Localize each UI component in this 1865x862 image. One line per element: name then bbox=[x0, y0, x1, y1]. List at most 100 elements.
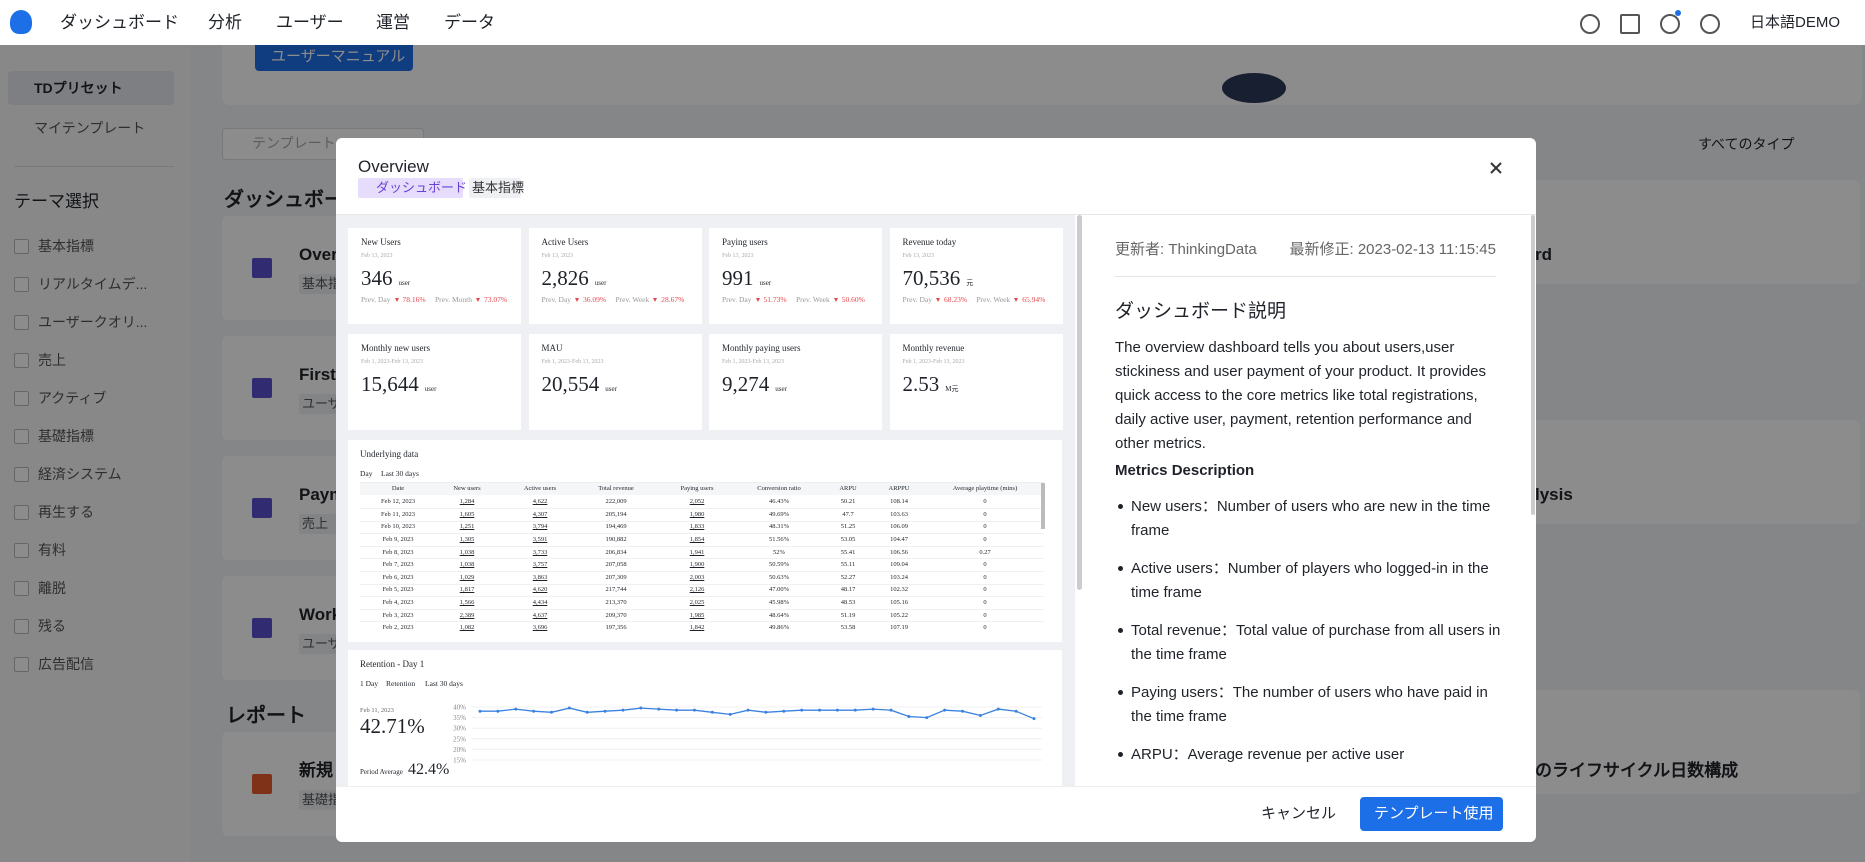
metric-unit: user bbox=[424, 385, 437, 393]
nav-icon[interactable] bbox=[1660, 14, 1680, 34]
theme-option[interactable]: アクティブ bbox=[38, 389, 107, 406]
nav-item[interactable]: 運営 bbox=[376, 12, 410, 32]
card-title: Over bbox=[299, 244, 338, 264]
checkbox[interactable] bbox=[14, 239, 29, 254]
compare-value: 65.94% bbox=[1022, 295, 1046, 304]
checkbox[interactable] bbox=[14, 315, 29, 330]
table-cell: 1,842 bbox=[689, 624, 705, 631]
theme-option[interactable]: 基本指標 bbox=[38, 237, 94, 254]
sidebar-tab[interactable]: マイテンプレート bbox=[34, 119, 146, 136]
retention-control: 1 Day bbox=[360, 678, 379, 688]
language-menu[interactable]: 日本語DEMO bbox=[1750, 14, 1841, 31]
close-button[interactable] bbox=[1486, 158, 1506, 178]
banner: ユーザーマニュアル bbox=[222, 45, 1862, 105]
line-point bbox=[675, 708, 679, 712]
theme-option[interactable]: 再生する bbox=[38, 503, 94, 520]
table-cell: 0 bbox=[983, 598, 987, 606]
compare-arrow bbox=[1014, 297, 1019, 302]
metric-title: New Users bbox=[361, 236, 401, 247]
nav-icon[interactable] bbox=[1620, 14, 1640, 34]
table-cell: 46.43% bbox=[768, 498, 790, 506]
use-template-button[interactable]: テンプレート使用 bbox=[1360, 797, 1503, 831]
card-title: rd bbox=[1535, 244, 1552, 264]
data-table: Date New users Active users Total revenue Pa… bbox=[360, 482, 1044, 631]
card-tag bbox=[299, 514, 339, 534]
table-cell: Feb 7, 2023 bbox=[382, 561, 414, 569]
theme-option[interactable]: 売上 bbox=[38, 351, 66, 368]
theme-option[interactable]: 広告配信 bbox=[38, 655, 94, 672]
retention-line bbox=[480, 707, 1035, 720]
checkbox[interactable] bbox=[14, 277, 29, 292]
logo bbox=[10, 10, 32, 34]
table-scrollbar bbox=[1041, 483, 1045, 529]
bullet bbox=[1118, 504, 1123, 509]
card-icon bbox=[252, 618, 272, 638]
row-divider bbox=[360, 545, 1044, 547]
theme-option[interactable]: ユーザークオリ... bbox=[38, 313, 148, 330]
divider bbox=[14, 166, 174, 167]
checkbox[interactable] bbox=[14, 505, 29, 520]
panel-title: Underlying data bbox=[360, 448, 419, 459]
theme-option[interactable]: リアルタイムデ... bbox=[38, 275, 148, 292]
checkbox[interactable] bbox=[14, 543, 29, 558]
metric-date: Feb 13, 2023 bbox=[541, 253, 574, 260]
compare-value: 78.16% bbox=[402, 295, 426, 304]
checkbox[interactable] bbox=[14, 619, 29, 634]
table-cell: 2,126 bbox=[689, 586, 705, 594]
checkbox[interactable] bbox=[14, 391, 29, 406]
nav-item[interactable]: データ bbox=[444, 12, 495, 32]
checkbox[interactable] bbox=[14, 467, 29, 482]
nav-icon[interactable] bbox=[1580, 14, 1600, 34]
table-cell: 49.86% bbox=[768, 624, 790, 631]
table-cell: Feb 9, 2023 bbox=[382, 535, 414, 543]
line-point bbox=[603, 709, 607, 713]
theme-option[interactable]: 基礎指標 bbox=[38, 427, 94, 444]
table-cell: 52.27 bbox=[840, 573, 856, 581]
metric-date: Feb 1, 2023-Feb 13, 2023 bbox=[541, 359, 604, 366]
checkbox[interactable] bbox=[14, 353, 29, 368]
line-point bbox=[1032, 717, 1036, 721]
checkbox[interactable] bbox=[14, 581, 29, 596]
metric-compare: Prev. Day 68.23% bbox=[903, 295, 968, 304]
checkbox[interactable] bbox=[14, 657, 29, 672]
checkbox[interactable] bbox=[14, 429, 29, 444]
theme-option[interactable]: 経済システム bbox=[38, 465, 122, 482]
table-cell: 207,058 bbox=[605, 561, 627, 569]
table-cell: 3,733 bbox=[532, 548, 548, 556]
table-control: Day bbox=[360, 468, 373, 478]
table-cell: 53.05 bbox=[840, 535, 856, 543]
table-cell: 206,834 bbox=[605, 548, 627, 556]
updater: 更新者: ThinkingData bbox=[1115, 241, 1257, 258]
nav-item[interactable]: ユーザー bbox=[276, 12, 344, 32]
button-label: テンプレート使用 bbox=[1374, 805, 1494, 822]
theme-option[interactable]: 有料 bbox=[38, 541, 66, 558]
theme-option[interactable]: 離脱 bbox=[38, 579, 66, 596]
table-cell: 55.41 bbox=[840, 548, 856, 556]
type-filter[interactable]: すべてのタイプ bbox=[1698, 135, 1795, 152]
bullet bbox=[1118, 690, 1123, 695]
y-tick-label: 20% bbox=[453, 746, 466, 754]
nav-item[interactable]: ダッシュボード bbox=[60, 12, 179, 32]
row-divider bbox=[360, 520, 1044, 522]
nav-item[interactable]: 分析 bbox=[208, 12, 242, 32]
info-panel: 更新者: ThinkingData 最新修正: 2023-02-13 11:15:… bbox=[1083, 215, 1536, 786]
nav-icon[interactable] bbox=[1700, 14, 1720, 34]
section-heading: レポート bbox=[226, 705, 306, 727]
line-point bbox=[978, 713, 982, 717]
sidebar-tab[interactable]: TDプリセット bbox=[34, 79, 123, 96]
card-icon bbox=[252, 774, 272, 794]
table-cell: 106.09 bbox=[890, 523, 908, 531]
table-cell: 2,389 bbox=[459, 611, 475, 619]
cancel-button[interactable]: キャンセル bbox=[1261, 805, 1337, 822]
table-cell: 48.53 bbox=[840, 598, 856, 606]
panel-title: Retention - Day 1 bbox=[360, 658, 425, 669]
manual-button[interactable]: ユーザーマニュアル bbox=[255, 45, 413, 71]
compare-label: Prev. Day bbox=[722, 295, 752, 304]
compare-label: Prev. Week bbox=[615, 295, 650, 304]
bullet bbox=[1118, 752, 1123, 757]
table-cell: 1,566 bbox=[459, 598, 475, 606]
modal-title: Overview bbox=[358, 156, 429, 176]
metric-compare: Prev. Week 50.60% bbox=[796, 295, 865, 304]
theme-option[interactable]: 残る bbox=[38, 617, 66, 634]
card-tag-label: ユーザ bbox=[302, 396, 341, 412]
